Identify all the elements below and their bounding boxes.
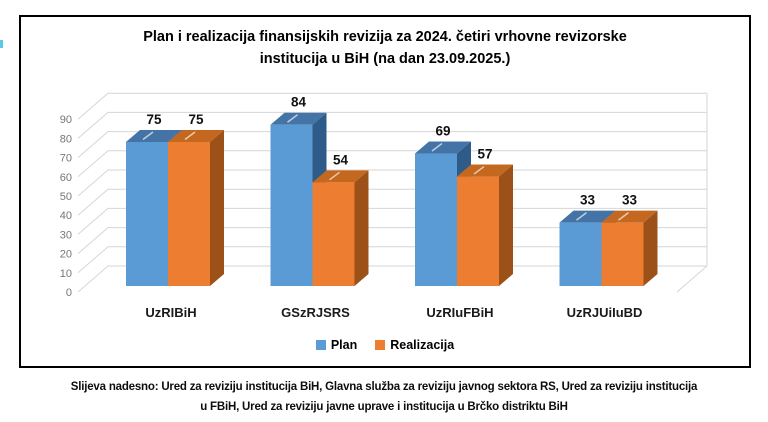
bar-front-face (457, 176, 499, 286)
bar-front-face (601, 222, 644, 286)
screen-edge-artifact (0, 40, 3, 48)
bar-top-face (457, 164, 513, 177)
bar-top-face (559, 210, 616, 223)
bar-top-highlight (142, 131, 154, 141)
bar-top-highlight (329, 171, 340, 181)
y-axis-tick-label: 50 (60, 191, 72, 203)
y-axis-tick-label: 80 (60, 133, 72, 145)
caption-line-2: u FBiH, Ured za reviziju javne uprave i … (200, 401, 568, 413)
chart-caption: Slijeva nadesno: Ured za reviziju instit… (0, 377, 768, 417)
x-axis-category-label: UzRJUiIuBD (567, 305, 643, 320)
bar-front-face (126, 142, 168, 286)
bar-realizacija-GSzRJSRS (312, 170, 369, 286)
bar-top-face (415, 141, 471, 154)
legend-swatch-plan-icon (315, 340, 326, 350)
chart-title-line-1: Plan i realizacija finansijskih revizija… (143, 29, 627, 45)
y-axis-tick-label: 0 (66, 287, 72, 299)
bar-data-label: 69 (435, 124, 450, 139)
bar-top-face (126, 130, 182, 142)
bar-side-face (499, 164, 513, 286)
caption-line-1: Slijeva nadesno: Ured za reviziju instit… (70, 381, 698, 393)
grid-line (77, 150, 707, 178)
y-axis-tick-label: 30 (60, 229, 72, 241)
x-axis-category-label: GSzRJSRS (281, 305, 350, 320)
legend-label-realizacija: Realizacija (390, 338, 455, 352)
bar-front-face (270, 124, 313, 286)
chart-title: Plan i realizacija finansijskih revizija… (19, 26, 751, 70)
grid-line (77, 131, 707, 158)
bar-data-label: 75 (146, 112, 162, 127)
bar-side-face (210, 130, 224, 286)
bar-side-face (643, 210, 658, 286)
legend-swatch-realizacija-icon (375, 340, 386, 350)
legend-item-realizacija: Realizacija (375, 338, 454, 352)
grid-line (77, 111, 707, 139)
bar-top-face (270, 112, 327, 125)
bar-top-highlight (473, 165, 485, 175)
bar-top-highlight (287, 114, 298, 123)
bar-top-highlight (618, 212, 629, 221)
bar-front-face (415, 153, 457, 286)
bar-data-label: 54 (333, 152, 349, 167)
bar-top-highlight (576, 212, 587, 221)
bar-top-face (168, 130, 224, 142)
bar-data-label: 33 (622, 193, 638, 208)
chart-legend: Plan Realizacija (19, 337, 751, 353)
chart-title-line-2: institucija u BiH (na dan 23.09.2025.) (259, 51, 511, 67)
bar-realizacija-UzRIBiH (168, 130, 224, 286)
wall-right-edge (676, 93, 708, 293)
bar-top-face (312, 170, 369, 183)
grid-line (77, 92, 707, 120)
bar-top-highlight (431, 142, 443, 152)
bar-realizacija-UzRJUiIuBD (601, 210, 658, 286)
y-axis-tick-label: 90 (60, 114, 72, 126)
y-axis-tick-label: 20 (60, 249, 72, 261)
bar-side-face (354, 170, 369, 286)
bar-top-face (601, 210, 658, 223)
bar-data-label: 75 (188, 112, 204, 127)
y-axis-tick-label: 10 (60, 268, 72, 280)
x-axis-category-label: UzRIBiH (145, 305, 196, 320)
y-axis-tick-label: 70 (60, 153, 72, 165)
bar-top-highlight (184, 131, 196, 141)
bar-front-face (312, 182, 355, 286)
bar-data-label: 33 (580, 193, 596, 208)
bar-front-face (559, 222, 602, 286)
bar-data-label: 84 (291, 95, 307, 110)
legend-item-plan: Plan (315, 338, 358, 352)
bar-front-face (168, 142, 210, 286)
x-axis-category-label: UzRIuFBiH (426, 305, 493, 320)
bar-data-label: 57 (477, 147, 492, 162)
bar-realizacija-UzRIuFBiH (457, 164, 513, 286)
y-axis-tick-label: 60 (60, 172, 72, 184)
legend-label-plan: Plan (330, 338, 358, 352)
y-axis-tick-label: 40 (60, 210, 72, 222)
